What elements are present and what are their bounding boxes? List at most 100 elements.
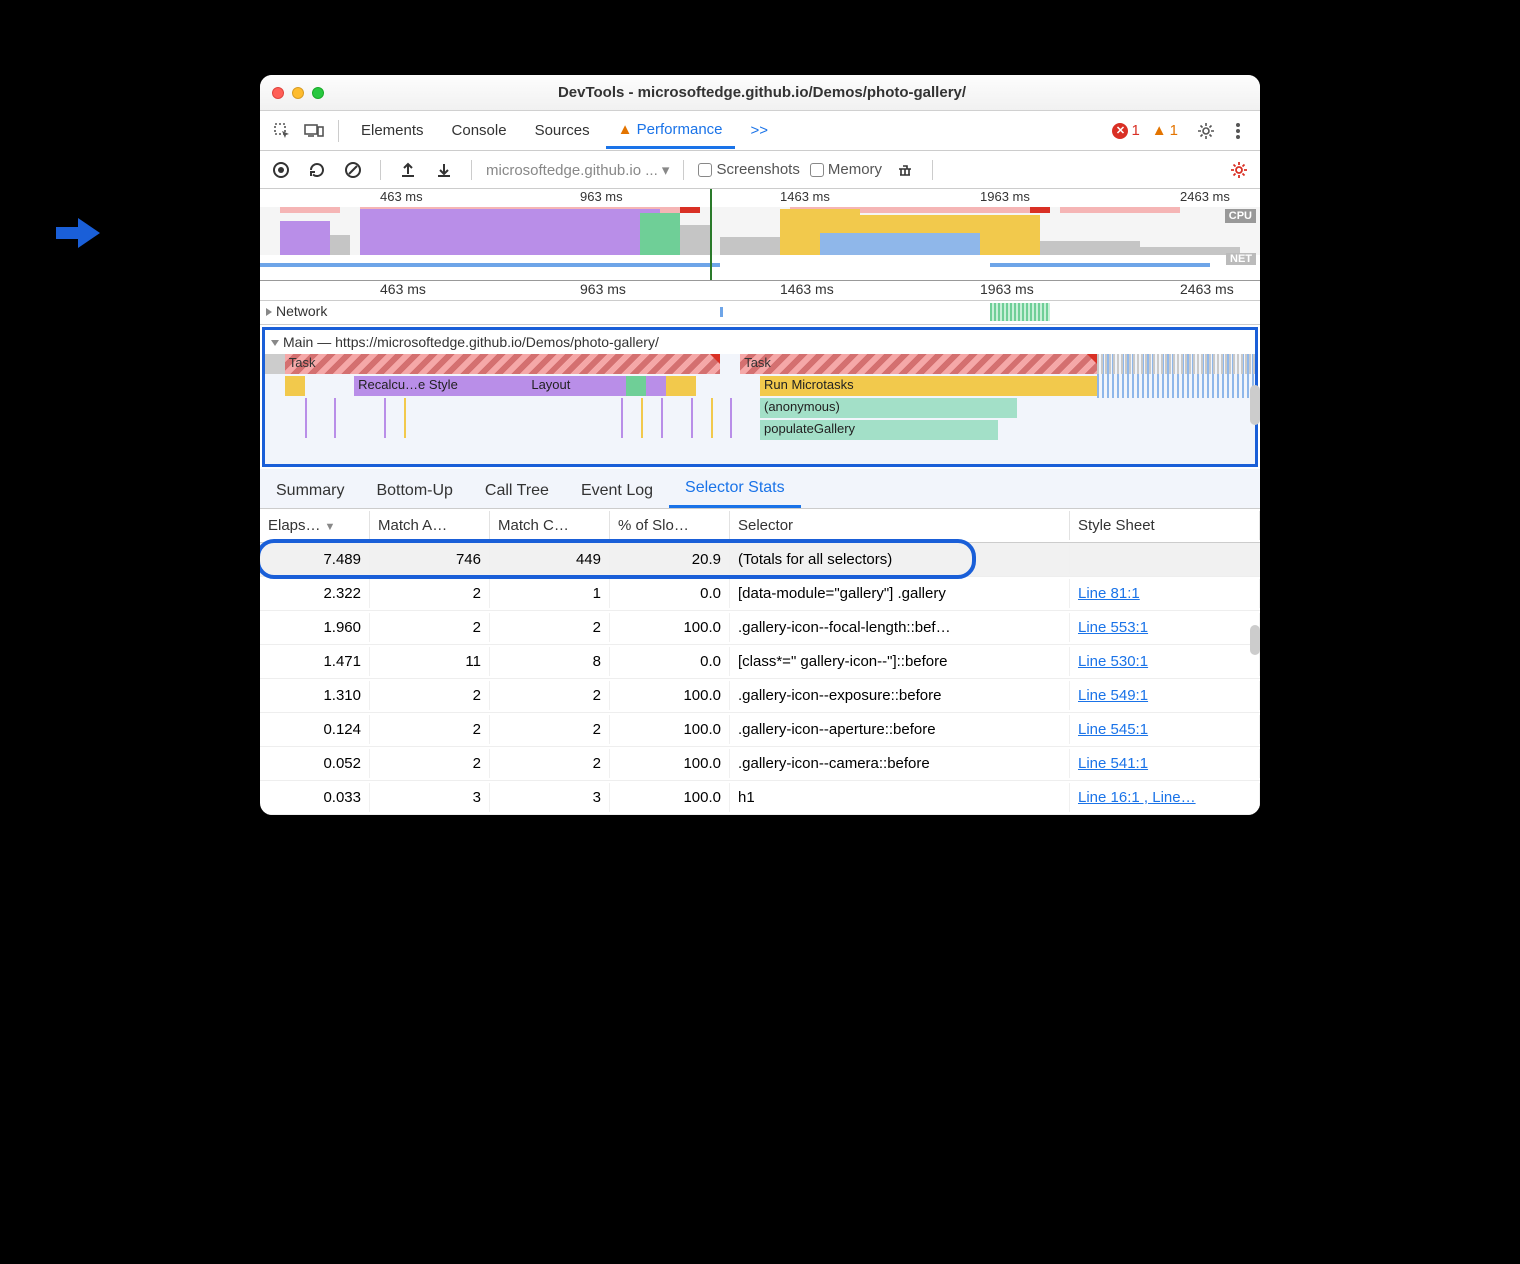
- cell-match-attempts: 2: [370, 749, 490, 778]
- grid-header: Elaps…▼ Match A… Match C… % of Slo… Sele…: [260, 509, 1260, 543]
- cell-stylesheet[interactable]: Line 530:1: [1070, 647, 1260, 676]
- expand-icon[interactable]: [266, 308, 272, 316]
- url-selector[interactable]: microsoftedge.github.io ... ▾: [486, 161, 669, 179]
- network-track[interactable]: Network: [260, 301, 1260, 325]
- cell-stylesheet[interactable]: Line 553:1: [1070, 613, 1260, 642]
- table-row[interactable]: 0.03333100.0h1Line 16:1 , Line…: [260, 781, 1260, 815]
- scrollbar-thumb-2[interactable]: [1250, 625, 1260, 655]
- error-badge[interactable]: ✕1: [1112, 122, 1139, 139]
- cell-stylesheet[interactable]: Line 549:1: [1070, 681, 1260, 710]
- download-icon[interactable]: [431, 157, 457, 183]
- activity-bar: [1030, 207, 1050, 213]
- flame-bar[interactable]: [265, 354, 285, 374]
- table-row[interactable]: 1.96022100.0.gallery-icon--focal-length:…: [260, 611, 1260, 645]
- flame-bar[interactable]: Task: [740, 354, 1096, 374]
- inspect-icon[interactable]: [268, 117, 296, 145]
- col-elapsed[interactable]: Elaps…▼: [260, 511, 370, 540]
- detail-tab-call-tree[interactable]: Call Tree: [469, 474, 565, 508]
- flame-sliver: [305, 398, 307, 438]
- cell-pct: 20.9: [610, 545, 730, 574]
- collect-garbage-icon[interactable]: [892, 157, 918, 183]
- detail-timescale: 463 ms963 ms1463 ms1963 ms2463 ms: [260, 281, 1260, 301]
- col-match-count[interactable]: Match C…: [490, 511, 610, 540]
- scrollbar-thumb[interactable]: [1250, 385, 1260, 425]
- table-row[interactable]: 1.4711180.0[class*=" gallery-icon--"]::b…: [260, 645, 1260, 679]
- overview-strip[interactable]: 463 ms963 ms1463 ms1963 ms2463 ms CPU NE…: [260, 189, 1260, 281]
- tick-label: 963 ms: [580, 281, 626, 297]
- tick-label: 1463 ms: [780, 281, 834, 297]
- cell-stylesheet[interactable]: Line 545:1: [1070, 715, 1260, 744]
- detail-tab-selector-stats[interactable]: Selector Stats: [669, 471, 801, 508]
- cpu-block: [330, 235, 350, 255]
- clear-icon[interactable]: [340, 157, 366, 183]
- cell-match-count: 2: [490, 749, 610, 778]
- cpu-block: [1140, 247, 1240, 255]
- tick-label: 1463 ms: [780, 189, 830, 204]
- detail-tab-bottom-up[interactable]: Bottom-Up: [360, 474, 468, 508]
- cell-match-attempts: 746: [370, 545, 490, 574]
- flame-bar[interactable]: [285, 376, 305, 396]
- upload-icon[interactable]: [395, 157, 421, 183]
- record-icon[interactable]: [268, 157, 294, 183]
- close-button[interactable]: [272, 87, 284, 99]
- memory-checkbox[interactable]: Memory: [810, 161, 882, 178]
- detail-tab-event-log[interactable]: Event Log: [565, 474, 669, 508]
- tab-console[interactable]: Console: [440, 114, 519, 147]
- col-pct-slow[interactable]: % of Slo…: [610, 511, 730, 540]
- screenshots-checkbox[interactable]: Screenshots: [698, 161, 799, 178]
- annotation-arrow-left: [56, 218, 100, 248]
- flame-side-stripes-gray: [1097, 354, 1255, 374]
- main-track-selected: Main — https://microsoftedge.github.io/D…: [262, 327, 1258, 467]
- settings-icon[interactable]: [1192, 117, 1220, 145]
- grid-body: 7.48974644920.9(Totals for all selectors…: [260, 543, 1260, 815]
- flame-bar[interactable]: populateGallery: [760, 420, 998, 440]
- table-row[interactable]: 0.05222100.0.gallery-icon--camera::befor…: [260, 747, 1260, 781]
- cell-stylesheet[interactable]: Line 81:1: [1070, 579, 1260, 608]
- cell-pct: 100.0: [610, 613, 730, 642]
- flame-bar[interactable]: (anonymous): [760, 398, 1017, 418]
- flame-bar[interactable]: Task: [285, 354, 721, 374]
- tabs-more[interactable]: >>: [739, 114, 781, 147]
- table-row[interactable]: 2.322210.0[data-module="gallery"] .galle…: [260, 577, 1260, 611]
- reload-icon[interactable]: [304, 157, 330, 183]
- detail-tab-summary[interactable]: Summary: [260, 474, 360, 508]
- cell-elapsed: 1.960: [260, 613, 370, 642]
- table-row[interactable]: 7.48974644920.9(Totals for all selectors…: [260, 543, 1260, 577]
- col-selector[interactable]: Selector: [730, 511, 1070, 540]
- tab-performance[interactable]: ▲ Performance: [606, 113, 735, 149]
- flame-bar[interactable]: Layout: [527, 376, 626, 396]
- perf-settings-icon[interactable]: [1226, 157, 1252, 183]
- net-label: NET: [1226, 253, 1256, 265]
- cell-stylesheet[interactable]: Line 541:1: [1070, 749, 1260, 778]
- cell-match-count: 3: [490, 783, 610, 812]
- overview-cursor: [710, 189, 712, 280]
- tab-sources[interactable]: Sources: [523, 114, 602, 147]
- cell-stylesheet: [1070, 554, 1260, 566]
- cell-stylesheet[interactable]: Line 16:1 , Line…: [1070, 783, 1260, 812]
- device-icon[interactable]: [300, 117, 328, 145]
- zoom-button[interactable]: [312, 87, 324, 99]
- minimize-button[interactable]: [292, 87, 304, 99]
- table-row[interactable]: 0.12422100.0.gallery-icon--aperture::bef…: [260, 713, 1260, 747]
- cell-match-count: 1: [490, 579, 610, 608]
- flame-bar[interactable]: Run Microtasks: [760, 376, 1097, 396]
- warning-icon: ▲: [1152, 122, 1167, 139]
- table-row[interactable]: 1.31022100.0.gallery-icon--exposure::bef…: [260, 679, 1260, 713]
- col-match-attempts[interactable]: Match A…: [370, 511, 490, 540]
- flame-bar[interactable]: [646, 376, 666, 396]
- col-stylesheet[interactable]: Style Sheet: [1070, 511, 1260, 540]
- kebab-icon[interactable]: [1224, 117, 1252, 145]
- cell-elapsed: 0.033: [260, 783, 370, 812]
- cell-pct: 0.0: [610, 579, 730, 608]
- warning-badge[interactable]: ▲1: [1152, 122, 1178, 139]
- cell-match-count: 2: [490, 613, 610, 642]
- cell-selector: .gallery-icon--exposure::before: [730, 681, 1070, 710]
- flame-bar[interactable]: [626, 376, 646, 396]
- collapse-icon[interactable]: [271, 340, 279, 346]
- tick-label: 463 ms: [380, 281, 426, 297]
- flame-bar[interactable]: [666, 376, 696, 396]
- tab-elements[interactable]: Elements: [349, 114, 436, 147]
- flame-chart[interactable]: TaskRecalcu…e StyleLayoutTaskRun Microta…: [265, 354, 1255, 464]
- cell-selector: .gallery-icon--camera::before: [730, 749, 1070, 778]
- net-bar: [260, 263, 720, 267]
